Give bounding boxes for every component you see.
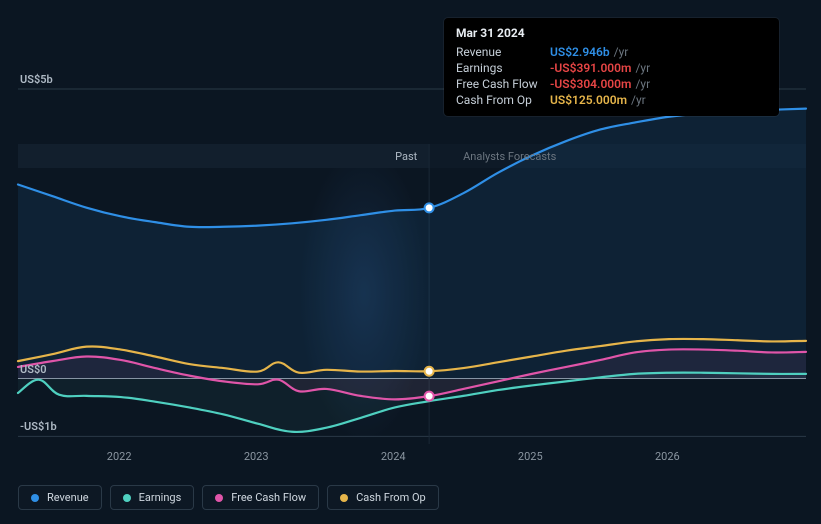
x-axis-label: 2023: [244, 450, 269, 463]
section-label-forecast: Analysts Forecasts: [463, 150, 556, 163]
legend-item-label: Free Cash Flow: [231, 491, 306, 504]
tooltip-row-suffix: /yr: [635, 77, 650, 91]
legend-item-label: Revenue: [47, 491, 89, 504]
section-label-past: Past: [395, 150, 417, 163]
tooltip-row-value: US$2.946b: [550, 45, 610, 59]
chart-legend: Revenue Earnings Free Cash Flow Cash From O…: [18, 485, 439, 510]
legend-item-revenue[interactable]: Revenue: [18, 485, 102, 510]
tooltip-date: Mar 31 2024: [456, 26, 767, 40]
x-axis-label: 2024: [381, 450, 406, 463]
legend-dot-icon: [31, 494, 39, 502]
tooltip-row-value: -US$304.000m: [550, 77, 631, 91]
y-axis-label-neg: -US$1b: [20, 420, 57, 433]
legend-dot-icon: [215, 494, 223, 502]
tooltip-row-label: Revenue: [456, 45, 550, 59]
x-axis-label: 2025: [518, 450, 543, 463]
marker-fcf: [425, 392, 434, 401]
tooltip-row: Free Cash Flow-US$304.000m/yr: [456, 76, 767, 92]
tooltip-row-value: US$125.000m: [550, 93, 627, 107]
tooltip-row: Earnings-US$391.000m/yr: [456, 60, 767, 76]
legend-dot-icon: [340, 494, 348, 502]
tooltip-row-label: Cash From Op: [456, 93, 550, 107]
legend-item-fcf[interactable]: Free Cash Flow: [202, 485, 319, 510]
marker-revenue: [425, 203, 434, 212]
tooltip-row: RevenueUS$2.946b/yr: [456, 44, 767, 60]
legend-item-label: Earnings: [139, 491, 182, 504]
tooltip-row-label: Earnings: [456, 61, 550, 75]
legend-dot-icon: [123, 494, 131, 502]
marker-cfo: [425, 367, 434, 376]
x-axis-label: 2022: [107, 450, 132, 463]
legend-item-cfo[interactable]: Cash From Op: [327, 485, 439, 510]
tooltip-row-value: -US$391.000m: [550, 61, 631, 75]
tooltip-row-suffix: /yr: [614, 45, 629, 59]
legend-item-earnings[interactable]: Earnings: [110, 485, 195, 510]
tooltip-row-suffix: /yr: [635, 61, 650, 75]
tooltip-row-label: Free Cash Flow: [456, 77, 550, 91]
y-axis-label-top: US$5b: [20, 73, 53, 86]
x-axis-label: 2026: [655, 450, 680, 463]
chart-tooltip: Mar 31 2024 RevenueUS$2.946b/yrEarnings-…: [444, 18, 779, 116]
legend-item-label: Cash From Op: [356, 491, 426, 504]
tooltip-row: Cash From OpUS$125.000m/yr: [456, 92, 767, 108]
past-header-band: [18, 144, 429, 168]
y-axis-label-zero: US$0: [20, 363, 47, 376]
tooltip-row-suffix: /yr: [631, 93, 646, 107]
